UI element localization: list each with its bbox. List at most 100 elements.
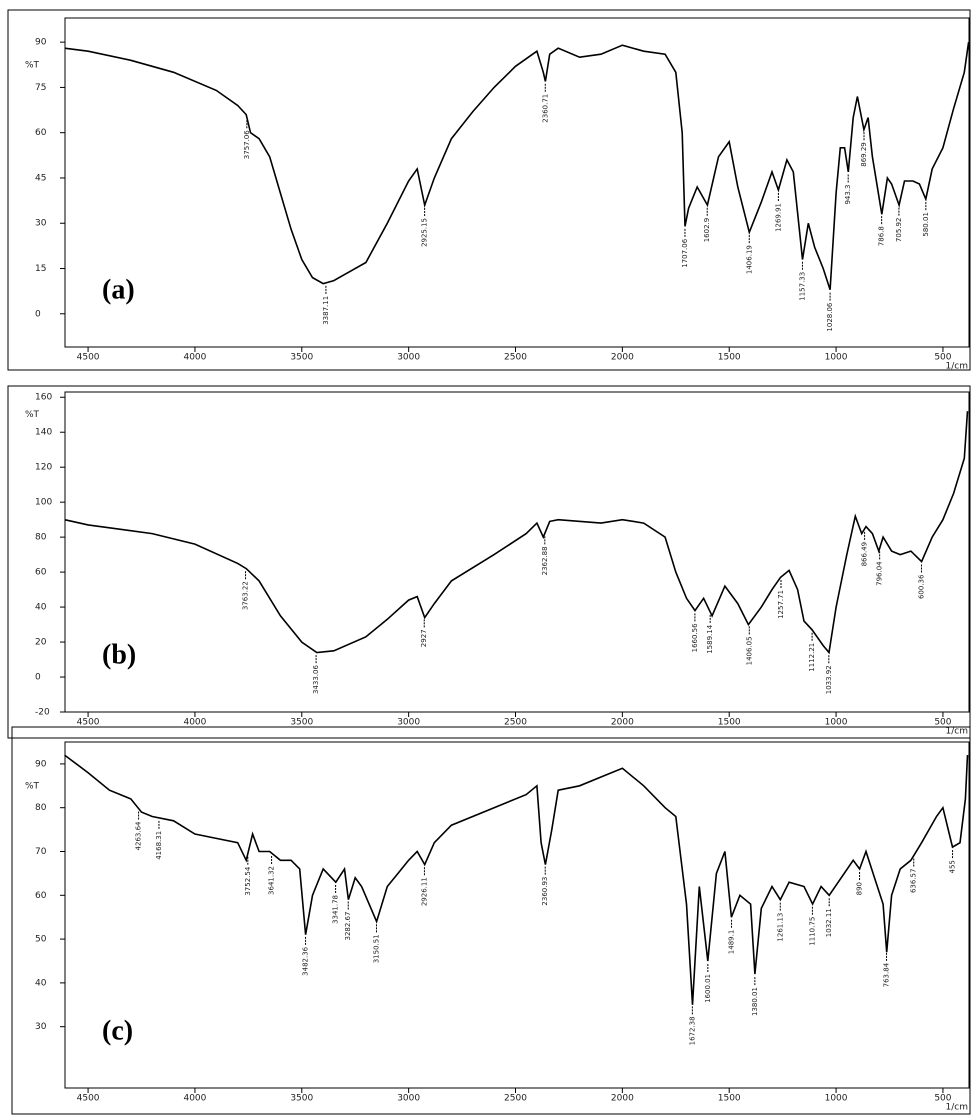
peak-label: 3282.67 [344, 912, 352, 941]
peak-label: 3757.06 [243, 130, 251, 159]
y-axis-label: %T [25, 410, 40, 420]
x-tick-label: 1000 [825, 353, 848, 363]
peak-label: 1110.75 [808, 917, 816, 946]
y-tick-label: 100 [35, 498, 52, 508]
peak-label: 1112.21 [808, 643, 816, 672]
peak-label: 2926.11 [420, 877, 428, 906]
plot-frame [64, 741, 970, 1089]
x-tick-label: 3000 [397, 1094, 420, 1104]
y-tick-label: 80 [35, 533, 47, 543]
x-tick-label: 1500 [718, 718, 741, 728]
x-tick-label: 4500 [77, 718, 100, 728]
plot-frame [64, 17, 970, 348]
y-tick-label: 0 [35, 673, 41, 683]
y-tick-label: 60 [35, 891, 47, 901]
spectrum-line [64, 754, 969, 1005]
peak-label: 4168.31 [155, 831, 163, 860]
y-tick-label: 30 [35, 1022, 47, 1032]
peak-label: 1489.1 [728, 930, 736, 955]
peak-label: 3387.11 [322, 296, 330, 325]
peak-label: 763.84 [883, 962, 891, 987]
peak-label: 1028.06 [826, 302, 834, 331]
peak-label: 2925.15 [421, 218, 429, 247]
x-tick-label: 500 [934, 1094, 951, 1104]
x-tick-label: 4000 [183, 353, 206, 363]
panel-label: (b) [102, 639, 136, 670]
y-tick-label: 20 [35, 638, 47, 648]
y-tick-label: 30 [35, 219, 47, 229]
x-tick-label: 2500 [504, 718, 527, 728]
peak-label: 1261.13 [776, 913, 784, 942]
peak-label: 3341.78 [332, 895, 340, 924]
y-tick-label: 50 [35, 935, 47, 945]
x-tick-label: 1000 [825, 1094, 848, 1104]
y-tick-label: 60 [35, 128, 47, 138]
y-tick-label: -20 [35, 708, 50, 718]
y-tick-label: 0 [35, 309, 41, 319]
x-tick-label: 2500 [504, 353, 527, 363]
peak-label: 3433.06 [312, 665, 320, 694]
x-tick-label: 4500 [77, 353, 100, 363]
peak-label: 1157.33 [798, 272, 806, 301]
peak-label: 2362.88 [541, 546, 549, 575]
peak-label: 1033.92 [825, 665, 833, 694]
y-tick-label: 70 [35, 847, 47, 857]
x-tick-label: 3500 [290, 353, 313, 363]
x-tick-label: 500 [934, 718, 951, 728]
plot-frame [64, 391, 970, 713]
x-tick-label: 4500 [77, 1094, 100, 1104]
y-tick-label: 90 [35, 38, 47, 48]
peak-label: 2927 [420, 629, 428, 647]
y-tick-label: 140 [35, 428, 52, 438]
peak-label: 1269.91 [774, 203, 782, 232]
spectrum-line [64, 411, 969, 655]
peak-label: 4263.64 [135, 821, 143, 850]
x-tick-label: 500 [934, 353, 951, 363]
peak-label: 2360.71 [541, 94, 549, 123]
peak-label: 580.01 [922, 212, 930, 237]
peak-label: 1406.19 [745, 245, 753, 274]
x-tick-label: 3500 [290, 718, 313, 728]
peak-label: 3150.51 [372, 934, 380, 963]
y-tick-label: 45 [35, 173, 46, 183]
peak-label: 1660.56 [691, 623, 699, 652]
peak-label: 786.8 [878, 226, 886, 246]
y-axis-label: %T [25, 60, 40, 70]
x-tick-label: 4000 [183, 1094, 206, 1104]
peak-label: 1380.01 [751, 987, 759, 1016]
peak-label: 1257.71 [777, 590, 785, 619]
x-unit: 1/cm [946, 362, 968, 372]
y-tick-label: 60 [35, 568, 47, 578]
x-tick-label: 2500 [504, 1094, 527, 1104]
y-tick-label: 40 [35, 603, 47, 613]
peak-label: 869.29 [860, 142, 868, 167]
peak-label: 2360.93 [541, 877, 549, 906]
panel-frame [11, 726, 971, 1115]
peak-label: 1032.11 [825, 908, 833, 937]
x-tick-label: 3000 [397, 353, 420, 363]
x-tick-label: 3500 [290, 1094, 313, 1104]
peak-label: 636.57 [910, 869, 918, 894]
y-tick-label: 160 [35, 393, 52, 403]
x-tick-label: 2000 [611, 718, 634, 728]
panel-label: (c) [102, 1015, 133, 1046]
peak-label: 600.36 [917, 574, 925, 599]
y-tick-label: 90 [35, 759, 47, 769]
y-axis-label: %T [25, 781, 40, 791]
x-tick-label: 4000 [183, 718, 206, 728]
spectrum-line [64, 41, 970, 290]
peak-label: 890 [856, 882, 864, 895]
peak-label: 943.3 [844, 185, 852, 205]
peak-label: 3641.32 [268, 866, 276, 895]
x-unit: 1/cm [946, 727, 968, 737]
peak-label: 705.92 [895, 218, 903, 243]
x-tick-label: 1000 [825, 718, 848, 728]
peak-label: 1672.38 [688, 1016, 696, 1045]
y-tick-label: 80 [35, 803, 47, 813]
x-tick-label: 3000 [397, 718, 420, 728]
peak-label: 3763.22 [242, 581, 250, 610]
panel-frame [7, 9, 971, 371]
x-tick-label: 1500 [718, 1094, 741, 1104]
x-tick-label: 2000 [611, 353, 634, 363]
